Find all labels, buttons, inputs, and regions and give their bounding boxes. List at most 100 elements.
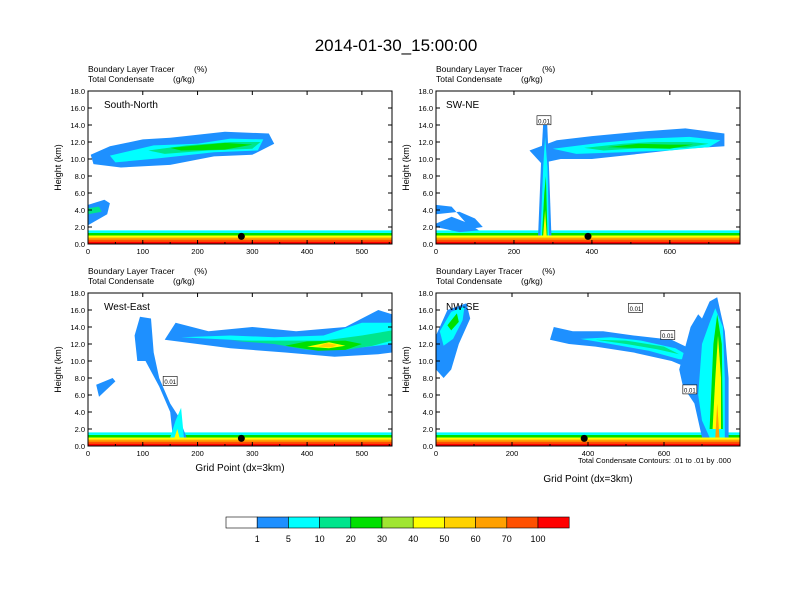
y-tick-label: 0.0 bbox=[75, 240, 85, 249]
y-axis-label: Height (km) bbox=[53, 346, 63, 393]
x-tick-label: 300 bbox=[246, 247, 259, 256]
figure-title: 2014-01-30_15:00:00 bbox=[315, 36, 478, 55]
x-tick-label: 0 bbox=[86, 247, 90, 256]
colorbar-swatch bbox=[381, 516, 414, 529]
y-tick-label: 12.0 bbox=[70, 340, 85, 349]
y-tick-label: 0.0 bbox=[75, 442, 85, 451]
colorbar-swatch bbox=[475, 516, 508, 529]
colorbar-label: 5 bbox=[286, 534, 291, 544]
tracer-contour-fill bbox=[540, 136, 549, 236]
y-tick-label: 8.0 bbox=[75, 374, 85, 383]
y-tick-label: 14.0 bbox=[418, 323, 433, 332]
panel-label: NW-SE bbox=[446, 302, 479, 313]
y-tick-label: 14.0 bbox=[70, 323, 85, 332]
y-axis-label: Height (km) bbox=[53, 144, 63, 191]
boundary-layer-band bbox=[436, 241, 740, 244]
y-tick-label: 18.0 bbox=[418, 289, 433, 298]
x-tick-label: 400 bbox=[301, 247, 314, 256]
tracer-contour-fill bbox=[318, 343, 338, 348]
x-tick-label: 200 bbox=[506, 449, 519, 458]
tracer-contour-fill bbox=[595, 339, 680, 355]
y-tick-label: 12.0 bbox=[70, 138, 85, 147]
x-tick-label: 100 bbox=[137, 449, 150, 458]
subtitle-condensate: Total Condensate bbox=[436, 276, 502, 286]
contour-label: 0.01 bbox=[662, 334, 674, 340]
y-tick-label: 8.0 bbox=[423, 374, 433, 383]
tracer-contour-fill bbox=[436, 216, 479, 233]
colorbar-label: 10 bbox=[315, 534, 325, 544]
y-tick-label: 6.0 bbox=[75, 189, 85, 198]
subtitle-tracer: Boundary Layer Tracer bbox=[88, 64, 175, 74]
tracer-contour-fill bbox=[170, 142, 253, 151]
y-tick-label: 12.0 bbox=[418, 138, 433, 147]
contour-label-box bbox=[536, 115, 552, 126]
contour-label: 0.01 bbox=[684, 388, 696, 394]
panel-nw-se: Boundary Layer Tracer (%) Total Condensate… bbox=[401, 266, 741, 485]
tracer-contour-fill bbox=[88, 199, 110, 226]
y-tick-label: 16.0 bbox=[418, 104, 433, 113]
colorbar-swatch bbox=[412, 516, 445, 529]
y-tick-label: 18.0 bbox=[418, 87, 433, 96]
tracer-contour-fill bbox=[715, 403, 720, 438]
subtitle-condensate: Total Condensate bbox=[436, 74, 502, 84]
contour-label-box bbox=[628, 302, 643, 313]
x-tick-label: 600 bbox=[658, 449, 671, 458]
colorbar-label: 1 bbox=[255, 534, 260, 544]
panel-sw-ne: Boundary Layer Tracer (%) Total Condensate… bbox=[401, 64, 741, 256]
x-tick-label: 500 bbox=[356, 247, 369, 256]
panels: Boundary Layer Tracer (%) Total Condensate… bbox=[53, 64, 741, 485]
y-tick-label: 6.0 bbox=[423, 391, 433, 400]
subtitle-condensate: Total Condensate bbox=[88, 276, 154, 286]
y-tick-label: 8.0 bbox=[75, 172, 85, 181]
x-tick-label: 400 bbox=[586, 247, 599, 256]
y-tick-label: 10.0 bbox=[418, 357, 433, 366]
surface-marker bbox=[580, 434, 588, 442]
colorbar-swatch bbox=[350, 516, 383, 529]
x-tick-label: 500 bbox=[356, 449, 369, 458]
contour-label: 0.01 bbox=[538, 119, 550, 125]
boundary-layer-band bbox=[88, 230, 392, 233]
subtitle-condensate: Total Condensate bbox=[88, 74, 154, 84]
shaded-field bbox=[436, 121, 740, 244]
y-tick-label: 10.0 bbox=[70, 155, 85, 164]
boundary-layer-band bbox=[88, 432, 392, 435]
y-tick-label: 12.0 bbox=[418, 340, 433, 349]
contour-label: 0.01 bbox=[630, 307, 642, 313]
colorbar-swatch bbox=[444, 516, 476, 529]
colorbar-swatch bbox=[225, 516, 258, 529]
x-tick-label: 0 bbox=[434, 247, 438, 256]
contour-label: 0.01 bbox=[164, 380, 176, 386]
y-axis-label: Height (km) bbox=[401, 346, 411, 393]
tracer-contour-fill bbox=[174, 429, 180, 438]
colorbar: 1 5 10 20 30 40 50 60 70 100 bbox=[225, 516, 570, 544]
y-tick-label: 0.0 bbox=[423, 240, 433, 249]
subtitle-condensate-unit: (g/kg) bbox=[173, 276, 195, 286]
panel-label: South-North bbox=[104, 100, 158, 111]
colorbar-swatch bbox=[506, 516, 539, 529]
y-tick-label: 10.0 bbox=[70, 357, 85, 366]
y-tick-label: 10.0 bbox=[418, 155, 433, 164]
y-tick-label: 6.0 bbox=[423, 189, 433, 198]
y-tick-label: 6.0 bbox=[75, 391, 85, 400]
subtitle-condensate-unit: (g/kg) bbox=[521, 276, 543, 286]
tracer-contour-fill bbox=[436, 204, 483, 229]
subtitle-tracer-unit: (%) bbox=[194, 64, 207, 74]
tracer-contour-fill bbox=[447, 313, 459, 331]
contour-label-box bbox=[162, 376, 178, 386]
colorbar-label: 50 bbox=[439, 534, 449, 544]
subtitle-tracer-unit: (%) bbox=[542, 266, 555, 276]
contour-label-box bbox=[682, 384, 698, 395]
subtitle-tracer: Boundary Layer Tracer bbox=[88, 266, 175, 276]
plot-frame bbox=[87, 90, 393, 245]
tracer-contour-fill bbox=[88, 206, 102, 215]
y-tick-label: 4.0 bbox=[75, 408, 85, 417]
tracer-contour-fill bbox=[607, 143, 694, 149]
x-tick-label: 400 bbox=[301, 449, 314, 458]
colorbar-label: 20 bbox=[346, 534, 356, 544]
surface-marker bbox=[237, 232, 245, 240]
boundary-layer-band bbox=[88, 443, 392, 446]
subtitle-tracer: Boundary Layer Tracer bbox=[436, 266, 523, 276]
y-tick-label: 4.0 bbox=[423, 408, 433, 417]
y-tick-label: 14.0 bbox=[70, 121, 85, 130]
